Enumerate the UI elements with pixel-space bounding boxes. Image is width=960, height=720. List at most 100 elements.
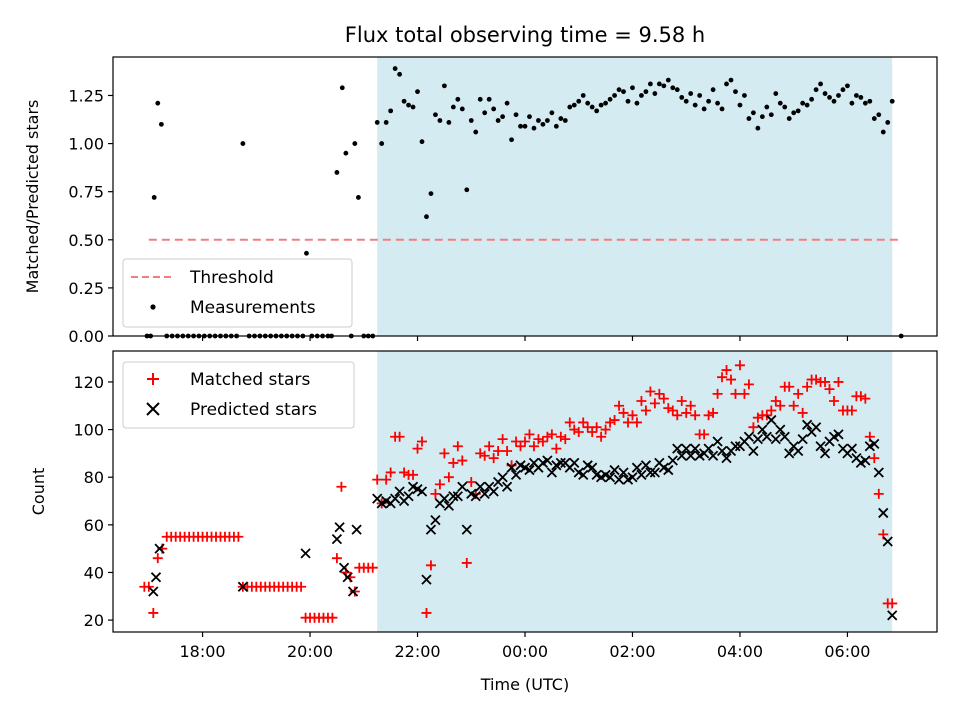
measurement-point — [764, 104, 770, 110]
predicted-star-point — [833, 429, 844, 440]
matched-star-point — [797, 407, 808, 418]
measurement-point — [759, 114, 765, 120]
predicted-star-point — [448, 491, 459, 502]
measurement-point — [885, 120, 891, 125]
matched-star-point — [761, 410, 772, 421]
measurement-point — [518, 123, 523, 129]
matched-star-point — [829, 396, 839, 407]
legend-matched-swatch — [147, 373, 159, 385]
predicted-star-point — [609, 464, 620, 476]
measurement-point — [446, 120, 452, 125]
predicted-star-point — [569, 457, 580, 469]
predicted-star-point — [779, 431, 790, 442]
matched-star-point — [833, 376, 844, 387]
predicted-star-point — [470, 491, 481, 502]
predicted-star-point — [712, 436, 723, 447]
measurement-point — [755, 125, 761, 131]
predicted-star-point — [649, 467, 661, 478]
measurement-point — [607, 96, 613, 102]
measurement-point — [849, 100, 855, 106]
matched-star-point — [663, 403, 674, 414]
predicted-star-point — [690, 443, 701, 454]
matched-star-point — [811, 374, 822, 385]
legend-predicted-swatch — [146, 402, 160, 416]
predicted-star-point — [479, 488, 490, 500]
measurement-point — [733, 89, 738, 95]
measurement-point — [777, 100, 783, 106]
predicted-star-point — [761, 431, 772, 442]
matched-star-point — [399, 467, 410, 478]
predicted-star-point — [587, 462, 598, 473]
y-tick-label: 100 — [73, 421, 104, 440]
matched-star-point — [551, 443, 562, 454]
y-tick-label: 1.00 — [68, 135, 104, 154]
matched-star-point — [788, 400, 799, 411]
predicted-star-point — [421, 574, 432, 585]
top-legend: Threshold Measurements — [122, 258, 353, 328]
measurement-point — [701, 106, 707, 112]
measurement-point — [818, 81, 823, 87]
predicted-star-point — [488, 486, 499, 497]
measurement-point — [562, 118, 568, 123]
matched-star-point — [520, 436, 530, 447]
matched-star-point — [152, 553, 163, 564]
predicted-star-point — [347, 586, 359, 597]
matched-star-point — [766, 405, 777, 416]
predicted-star-point — [501, 481, 513, 492]
measurement-point — [491, 106, 497, 112]
measurement-point — [419, 139, 425, 145]
matched-star-point — [542, 431, 553, 442]
measurement-point — [482, 110, 488, 116]
legend-measurements-swatch — [150, 304, 156, 310]
measurement-point — [437, 118, 443, 123]
predicted-star-point — [425, 524, 437, 535]
matched-star-point — [524, 429, 535, 440]
matched-star-point — [569, 424, 580, 435]
measurement-point — [692, 102, 698, 108]
measurement-point — [352, 141, 358, 146]
predicted-star-point — [757, 424, 768, 435]
matched-star-point — [855, 391, 866, 402]
predicted-star-point — [497, 472, 508, 483]
matched-star-point — [699, 429, 710, 440]
matched-star-point — [685, 400, 696, 411]
measurement-point — [406, 102, 411, 108]
predicted-star-point — [681, 443, 692, 454]
bottom-legend-box — [122, 361, 355, 429]
predicted-star-point — [342, 572, 353, 583]
measurement-point — [339, 85, 345, 91]
predicted-star-point — [457, 481, 468, 492]
predicted-star-point — [439, 493, 450, 504]
y-tick-label: 0.00 — [68, 327, 104, 346]
matched-star-point — [623, 417, 633, 428]
measurement-point — [495, 118, 501, 123]
predicted-star-point — [801, 419, 813, 430]
matched-star-point — [385, 467, 396, 478]
predicted-star-point — [338, 562, 350, 573]
y-tick-label: 0.25 — [68, 279, 104, 298]
matched-star-point — [457, 455, 468, 466]
matched-star-point — [417, 436, 427, 447]
predicted-star-point — [631, 462, 643, 473]
predicted-star-point — [846, 443, 858, 454]
matched-star-point — [475, 448, 486, 459]
predicted-star-point — [148, 586, 159, 597]
matched-star-point — [528, 441, 539, 452]
matched-star-point — [712, 388, 723, 399]
measurement-point — [768, 112, 774, 118]
predicted-star-point — [775, 424, 786, 435]
observing-window-bottom — [377, 351, 893, 632]
predicted-star-point — [618, 467, 629, 478]
measurement-point — [661, 83, 667, 89]
matched-star-point — [497, 434, 508, 445]
measurement-point — [410, 104, 416, 110]
predicted-star-point — [752, 433, 764, 445]
measurement-point — [683, 98, 689, 104]
predicted-star-point — [578, 469, 589, 480]
matched-star-point — [372, 474, 383, 485]
matched-star-point — [636, 396, 647, 407]
predicted-star-point — [546, 467, 558, 478]
predicted-star-point — [770, 433, 781, 445]
matched-star-point — [448, 457, 459, 468]
